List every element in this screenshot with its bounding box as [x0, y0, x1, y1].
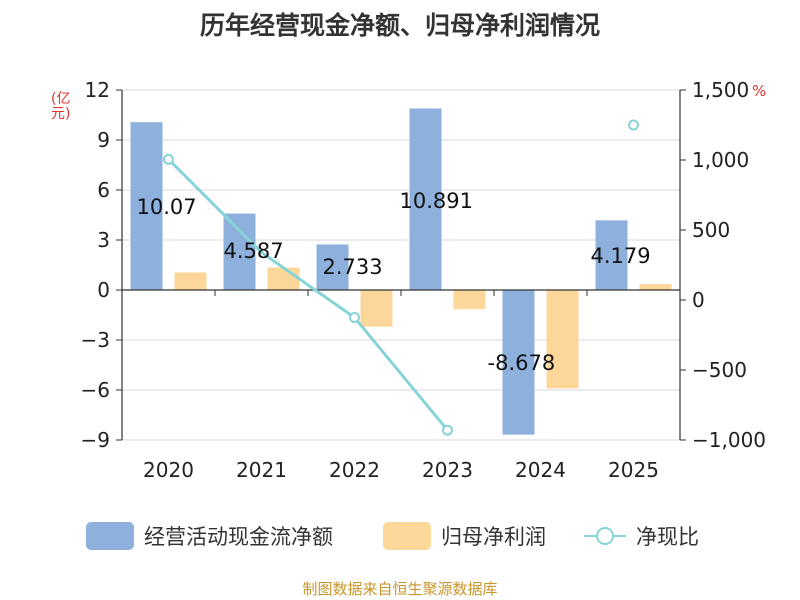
bar-cash-2025	[595, 220, 628, 290]
bar-profit-2025	[639, 284, 672, 290]
y2-tick-label: 1,500	[692, 78, 749, 102]
y-axis-unit: (亿元)	[51, 91, 71, 122]
ratio-point-2025	[628, 119, 639, 131]
ratio-point-2023	[442, 424, 453, 436]
x-tick-label-2022: 2022	[329, 458, 380, 482]
bar-cash-2021	[223, 213, 256, 290]
y2-tick-label: 500	[692, 218, 730, 242]
y-tick-label: −6	[81, 378, 110, 402]
bar-profit-2023	[453, 290, 486, 310]
legend-item-ratio[interactable]: 净现比	[584, 518, 699, 554]
bar-cash-2020	[130, 122, 163, 291]
y2-tick-label: −1,000	[692, 428, 766, 452]
bar-cash-2023	[409, 108, 442, 290]
y-tick-label: 0	[97, 278, 110, 302]
legend-item-cash[interactable]: 经营活动现金流净额	[86, 518, 333, 554]
x-tick-label-2025: 2025	[608, 458, 659, 482]
bar-profit-2022	[360, 290, 393, 327]
y2-axis-unit: %	[752, 82, 767, 100]
x-tick-label-2024: 2024	[515, 458, 566, 482]
y2-tick-label: 1,000	[692, 148, 749, 172]
data-label-cash-2024: -8.678	[488, 351, 556, 375]
data-label-cash-2025: 4.179	[591, 244, 651, 268]
legend: 经营活动现金流净额 归母净利润 净现比	[0, 518, 800, 554]
y-tick-label: −3	[81, 328, 110, 352]
y2-tick-label: 0	[692, 288, 705, 312]
bar-cash-2022	[316, 244, 349, 290]
x-tick-label-2020: 2020	[143, 458, 194, 482]
legend-line-ratio	[584, 524, 626, 548]
bar-profit-2020	[174, 272, 207, 290]
y-tick-label: 3	[97, 228, 110, 252]
y-tick-label: 9	[97, 128, 110, 152]
legend-swatch-profit	[383, 522, 431, 550]
legend-label-ratio: 净现比	[636, 525, 699, 549]
data-label-cash-2023: 10.891	[400, 189, 473, 213]
data-label-cash-2021: 4.587	[224, 239, 284, 263]
legend-item-profit[interactable]: 归母净利润	[383, 518, 546, 554]
ratio-line	[167, 158, 449, 432]
legend-swatch-cash	[86, 522, 134, 550]
x-tick-label-2023: 2023	[422, 458, 473, 482]
y-tick-label: 6	[97, 178, 110, 202]
legend-label-cash: 经营活动现金流净额	[144, 525, 333, 549]
bar-profit-2024	[546, 290, 579, 389]
bar-cash-2024	[502, 290, 535, 435]
y-tick-label: −9	[81, 428, 110, 452]
y-tick-label: 12	[85, 78, 110, 102]
x-tick-label-2021: 2021	[236, 458, 287, 482]
data-label-cash-2020: 10.07	[137, 195, 197, 219]
ratio-point-2020	[163, 153, 174, 165]
chart-title: 历年经营现金净额、归母净利润情况	[199, 11, 600, 40]
data-label-cash-2022: 2.733	[323, 255, 383, 279]
bar-profit-2021	[267, 267, 300, 290]
ratio-point-2022	[349, 312, 360, 323]
legend-label-profit: 归母净利润	[441, 525, 546, 549]
data-source-note: 制图数据来自恒生聚源数据库	[302, 580, 498, 598]
y2-tick-label: −500	[692, 358, 747, 382]
